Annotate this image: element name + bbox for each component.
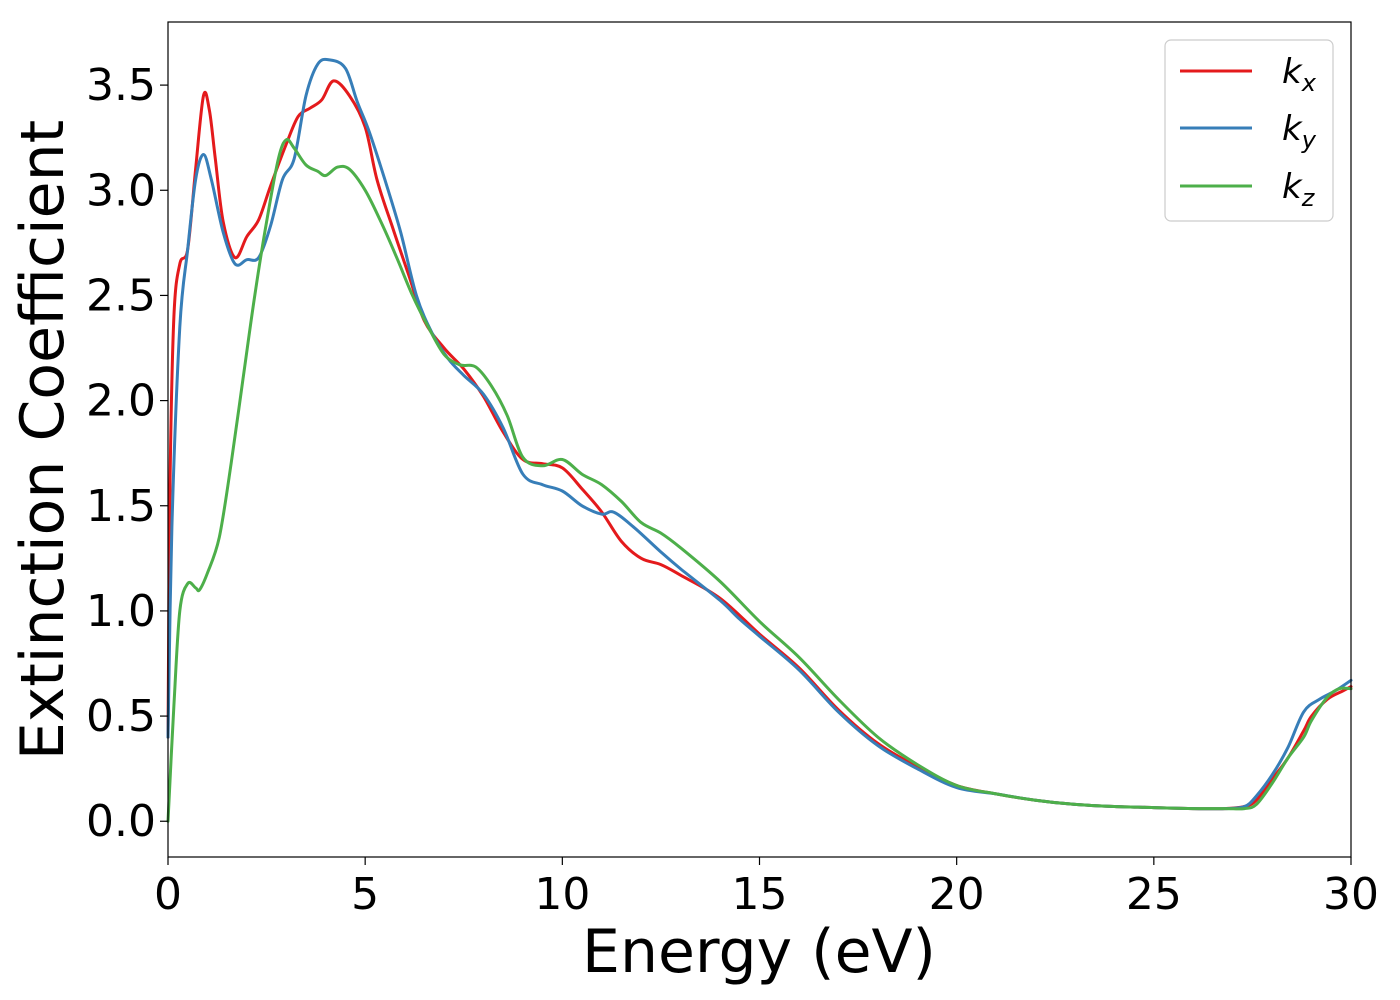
legend-label-subscript: z (1301, 184, 1316, 212)
series-line-z (166, 138, 1353, 823)
y-tick-label: 1.5 (86, 481, 156, 532)
y-axis-label: Extinction Coefficient (8, 120, 78, 760)
x-tick-label: 15 (732, 869, 788, 920)
legend-label-subscript: y (1301, 126, 1317, 154)
y-tick-label: 3.5 (86, 60, 156, 111)
legend-label-subscript: x (1301, 69, 1317, 97)
x-tick-label: 0 (154, 869, 182, 920)
x-tick-label: 10 (534, 869, 590, 920)
y-axis-ticks: 0.0 0.5 1.0 1.5 2.0 2.5 3.0 3.5 (86, 60, 168, 847)
y-tick-label: 1.0 (86, 586, 156, 637)
y-tick-label: 2.0 (86, 376, 156, 427)
legend-label-base: k (1282, 109, 1303, 149)
x-axis-ticks: 0 5 10 15 20 25 30 (154, 857, 1379, 920)
x-tick-label: 20 (929, 869, 985, 920)
legend-label-x: kx (1282, 52, 1317, 97)
legend-label-z: kz (1282, 167, 1316, 212)
x-tick-label: 5 (351, 869, 379, 920)
legend-label-base: k (1282, 52, 1303, 92)
legend-label-base: k (1282, 167, 1303, 207)
legend-label-y: ky (1282, 109, 1317, 154)
x-tick-label: 25 (1126, 869, 1182, 920)
legend-box (1164, 39, 1334, 222)
x-tick-label: 30 (1323, 869, 1379, 920)
y-tick-label: 3.0 (86, 165, 156, 216)
x-axis-label: Energy (eV) (582, 917, 936, 987)
y-tick-label: 0.0 (86, 796, 156, 847)
series-layer (166, 57, 1353, 823)
y-tick-label: 0.5 (86, 691, 156, 742)
y-tick-label: 2.5 (86, 270, 156, 321)
plot-background (168, 22, 1351, 857)
